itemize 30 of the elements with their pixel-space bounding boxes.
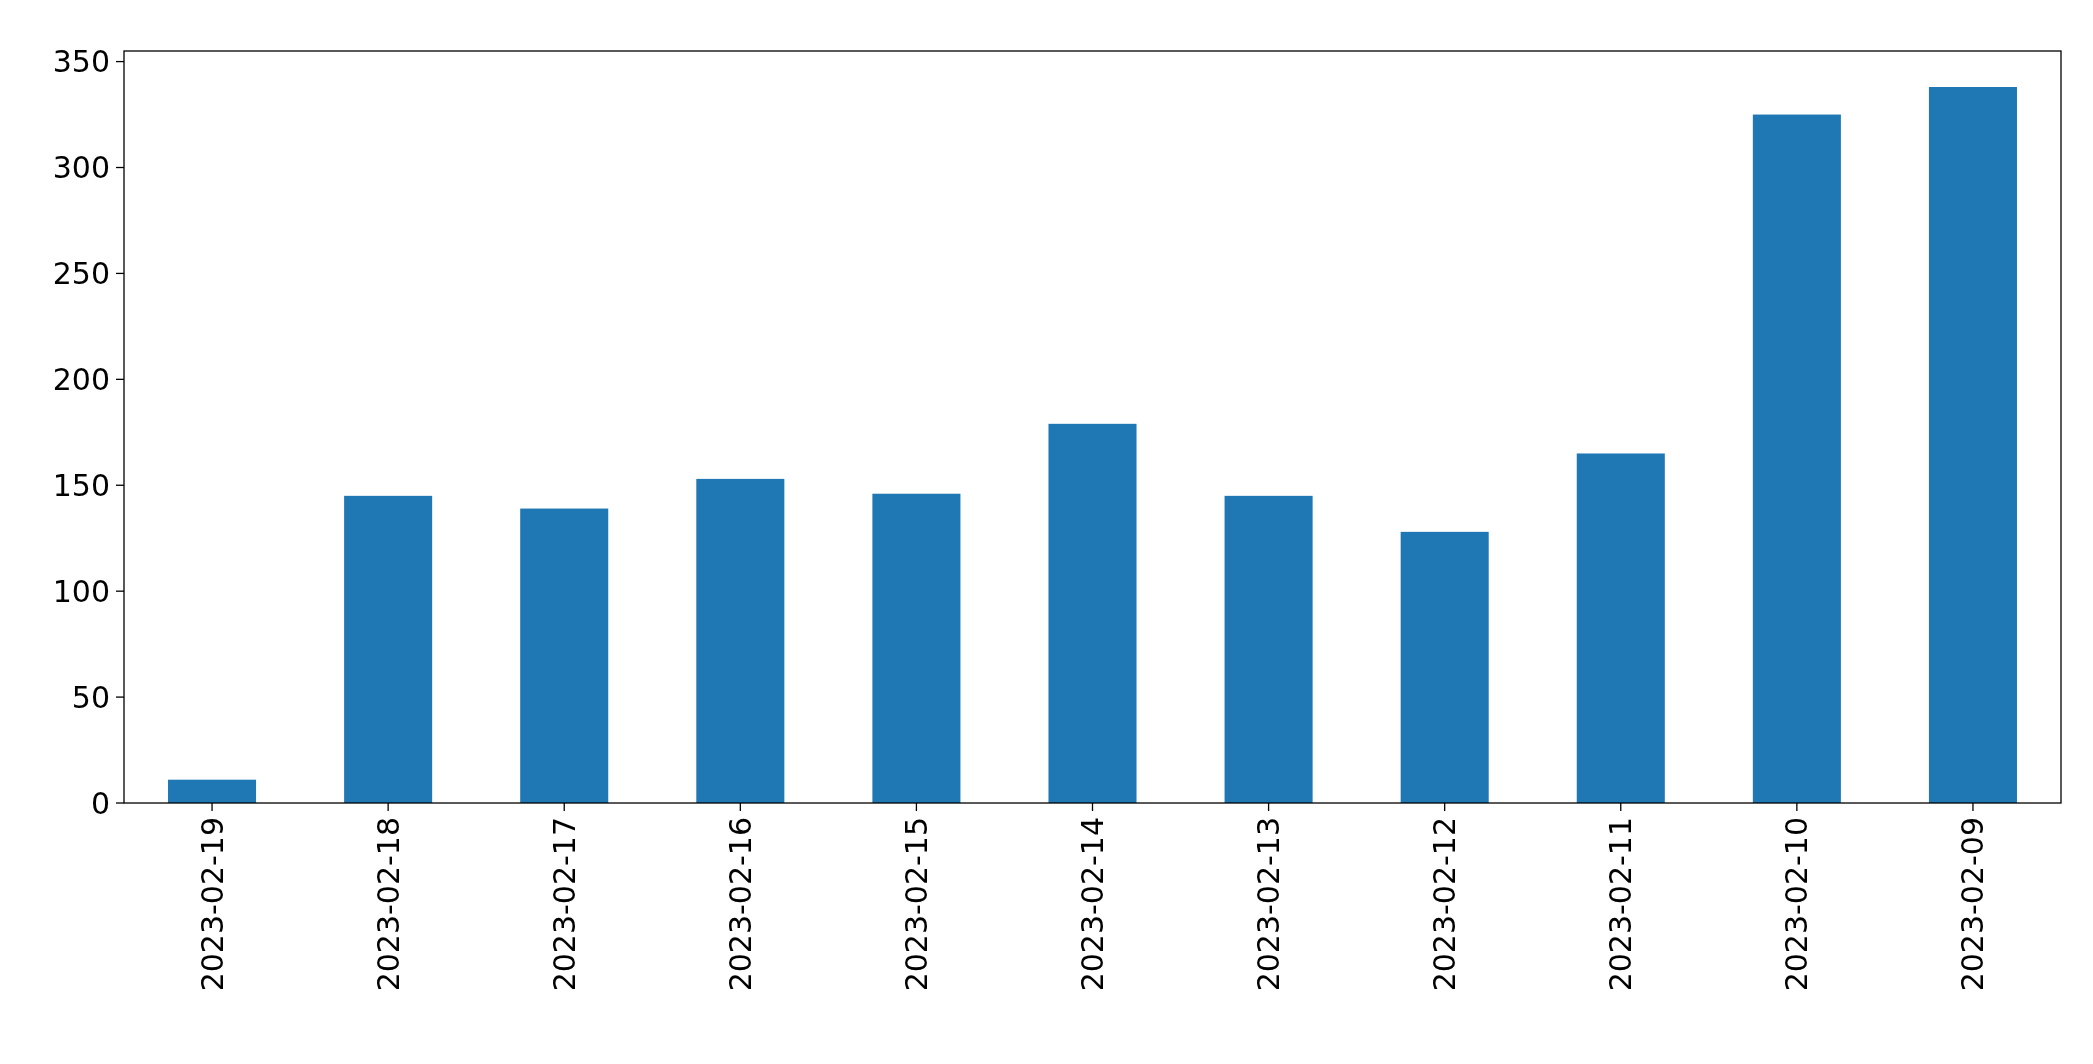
x-tick-label: 2023-02-16: [722, 817, 758, 992]
x-tick-label: 2023-02-15: [898, 817, 934, 992]
y-tick-label: 200: [52, 361, 110, 397]
x-tick-label: 2023-02-14: [1075, 817, 1110, 992]
y-tick-label: 0: [90, 785, 110, 821]
bar: [1400, 531, 1489, 803]
bar: [1048, 423, 1137, 803]
x-tick-label: 2023-02-17: [546, 817, 582, 992]
x-tick-label: 2023-02-10: [1779, 817, 1815, 992]
y-tick-label: 150: [52, 467, 110, 503]
y-tick-label: 50: [71, 679, 110, 715]
x-tick-label: 2023-02-09: [1955, 817, 1991, 992]
bar: [1752, 114, 1841, 803]
x-tick-label: 2023-02-13: [1251, 817, 1287, 992]
bar: [1576, 453, 1665, 803]
y-tick-label: 300: [52, 150, 110, 186]
bar: [520, 508, 609, 803]
bar: [1224, 495, 1313, 803]
bar: [872, 493, 961, 803]
x-tick-label: 2023-02-19: [194, 817, 230, 992]
y-tick-label: 100: [52, 573, 110, 609]
y-tick-label: 350: [52, 44, 110, 80]
bar: [1928, 87, 2017, 803]
bar: [344, 495, 433, 803]
bar: [168, 779, 257, 803]
x-tick-label: 2023-02-11: [1603, 817, 1639, 992]
y-tick-label: 250: [52, 255, 110, 291]
x-tick-label: 2023-02-12: [1427, 817, 1463, 992]
x-tick-label: 2023-02-18: [370, 817, 406, 992]
bar: [696, 478, 785, 803]
